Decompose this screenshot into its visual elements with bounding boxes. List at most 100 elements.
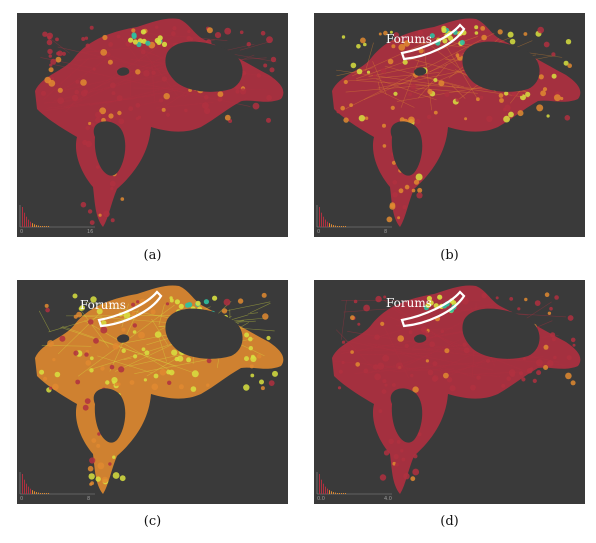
network-edge <box>347 331 478 354</box>
histogram-bar <box>339 493 340 494</box>
network-node <box>74 89 79 95</box>
network-node <box>550 332 556 338</box>
network-node <box>388 438 394 445</box>
network-node <box>131 28 136 33</box>
network-node <box>509 297 514 301</box>
network-node <box>551 52 556 57</box>
network-node <box>235 89 240 94</box>
network-node <box>341 360 345 365</box>
network-node <box>532 378 537 383</box>
network-node <box>536 370 542 376</box>
network-node <box>102 34 108 41</box>
network-node <box>412 468 420 476</box>
network-node <box>45 307 50 313</box>
network-node <box>171 31 176 36</box>
network-edge <box>372 311 461 340</box>
network-node <box>389 203 396 210</box>
histogram-bar <box>335 225 336 227</box>
network-node <box>244 332 250 338</box>
network-edge <box>57 313 101 355</box>
network-node <box>408 92 412 97</box>
network-node <box>350 315 355 321</box>
network-node <box>266 117 271 123</box>
network-node <box>240 88 247 95</box>
network-node <box>398 43 406 51</box>
network-node <box>537 26 544 34</box>
network-edge <box>62 325 194 374</box>
forums-label-d: Forums <box>386 296 432 310</box>
network-node <box>509 38 516 45</box>
network-node <box>221 308 228 314</box>
histogram-bar <box>32 490 33 494</box>
network-edge <box>336 67 374 77</box>
network-node <box>241 70 247 76</box>
hotspot-node <box>195 300 201 306</box>
network-edge <box>44 95 154 111</box>
network-node <box>206 358 212 364</box>
network-node <box>214 32 222 39</box>
network-node <box>565 372 572 380</box>
histogram-bar <box>34 491 35 494</box>
hist-max-label-c: 8 <box>87 496 91 502</box>
network-node <box>118 118 125 125</box>
network-node <box>87 209 93 214</box>
network-node <box>543 365 549 370</box>
network-node <box>519 371 524 376</box>
network-node <box>350 350 354 354</box>
network-edge <box>344 340 493 371</box>
network-node <box>534 300 541 306</box>
network-node <box>52 383 59 391</box>
network-node <box>444 348 450 354</box>
network-node <box>97 432 101 436</box>
hotspot-node <box>212 295 218 301</box>
network-node <box>379 474 387 481</box>
hotspot-node <box>426 295 432 302</box>
network-node <box>547 360 554 367</box>
histogram-bar <box>32 223 33 227</box>
network-node <box>167 380 172 385</box>
forums-label-b: Forums <box>386 32 432 46</box>
network-node <box>336 109 341 114</box>
network-node <box>100 366 105 371</box>
graph-hole <box>93 121 126 176</box>
network-node <box>380 321 385 326</box>
network-node <box>90 122 95 127</box>
network-node <box>54 371 61 378</box>
histogram-bar <box>36 492 37 494</box>
network-node <box>107 59 113 65</box>
network-edge <box>360 352 432 356</box>
network-edge <box>372 61 387 95</box>
forums-label-c: Forums <box>80 298 126 312</box>
network-node <box>204 95 209 100</box>
network-node <box>462 342 467 347</box>
network-node <box>85 360 92 366</box>
graph-hole <box>462 308 540 359</box>
network-node <box>474 25 479 30</box>
hist-min-label-b: 0 <box>317 229 321 235</box>
network-node <box>206 383 210 387</box>
network-edge <box>376 78 437 101</box>
histogram-bar <box>345 493 346 494</box>
network-node <box>392 383 396 387</box>
histogram-bar <box>319 207 320 227</box>
network-node <box>525 91 531 97</box>
network-node <box>112 455 116 459</box>
network-node <box>252 102 260 110</box>
network-node <box>88 121 92 126</box>
network-node <box>93 337 99 344</box>
network-edge <box>158 304 165 326</box>
network-node <box>480 26 486 31</box>
network-node <box>417 187 423 193</box>
hotspot-node <box>174 299 180 305</box>
network-node <box>416 192 423 199</box>
network-node <box>131 311 136 316</box>
graph-hole <box>165 41 243 92</box>
histogram-bar <box>333 225 334 227</box>
network-edge <box>230 97 248 107</box>
network-node <box>476 375 481 380</box>
network-node <box>83 89 89 94</box>
histogram-bar <box>343 493 344 494</box>
network-node <box>410 373 414 378</box>
network-node <box>91 438 97 443</box>
network-edge <box>123 357 132 360</box>
